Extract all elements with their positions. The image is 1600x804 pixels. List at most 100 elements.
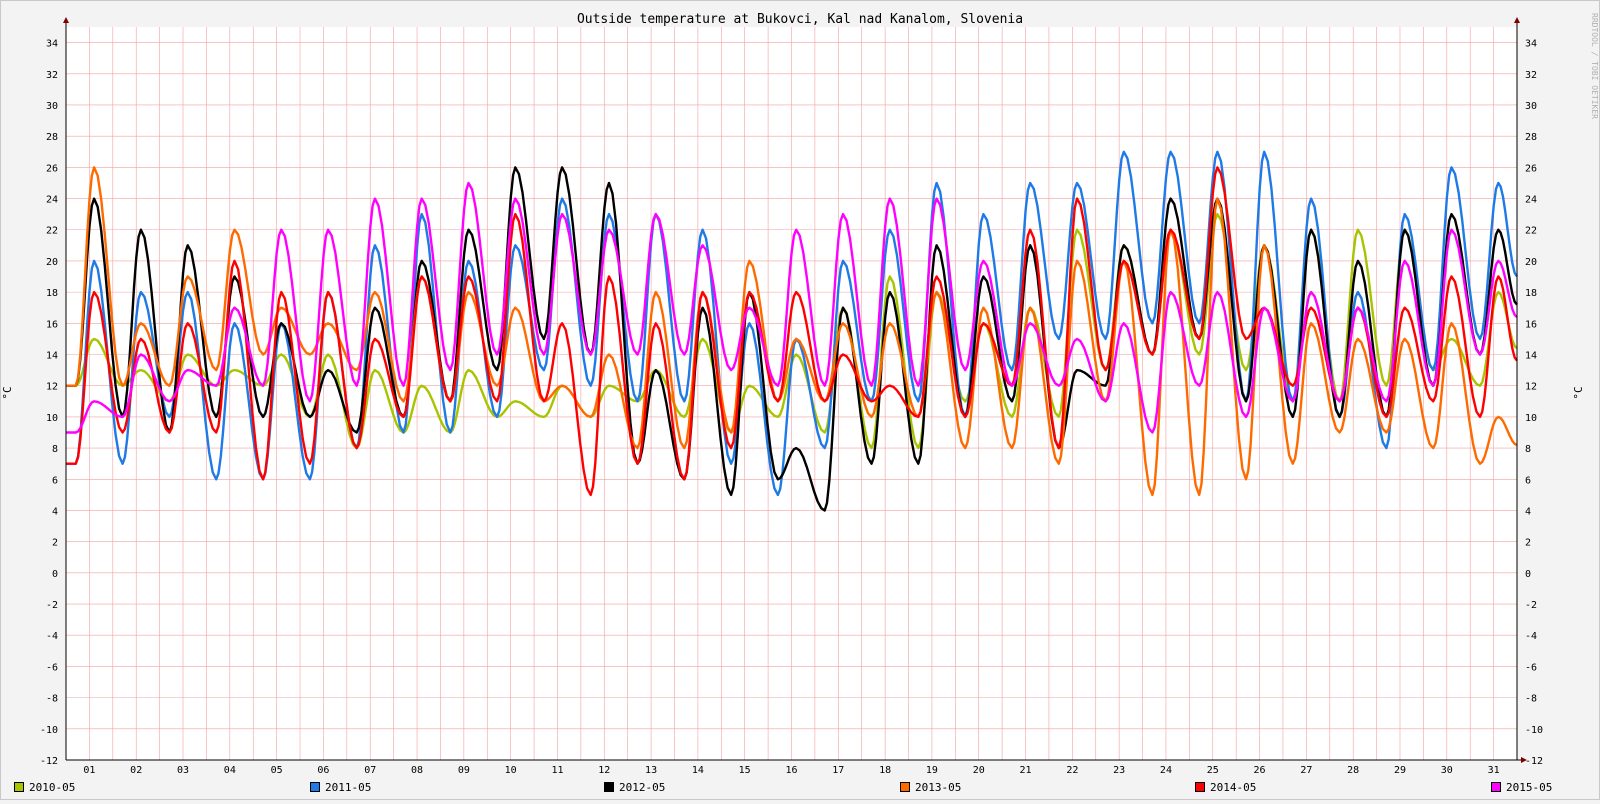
y-tick-label-left: -2: [46, 600, 58, 611]
y-tick-label-right: 24: [1525, 195, 1537, 206]
y-tick-label-left: 28: [46, 132, 58, 143]
y-tick-label-right: 4: [1525, 506, 1531, 517]
series-line-2015-05: [66, 181, 1518, 434]
y-tick-label-left: 20: [46, 257, 58, 268]
y-tick-label-left: 2: [52, 538, 58, 549]
y-tick-label-left: 0: [52, 569, 58, 580]
y-tick-label-right: -6: [1525, 662, 1537, 673]
y-tick-label-left: -10: [40, 725, 58, 736]
y-tick-label-right: 30: [1525, 101, 1537, 112]
y-tick-label-right: -10: [1525, 725, 1543, 736]
x-tick-label: 12: [598, 765, 610, 776]
y-tick-label-left: 18: [46, 288, 58, 299]
y-tick-label-left: 14: [46, 351, 58, 362]
legend-swatch: [1491, 782, 1501, 792]
x-tick-label: 09: [458, 765, 470, 776]
legend-swatch: [604, 782, 614, 792]
legend-swatch: [1195, 782, 1205, 792]
y-tick-label-right: 2: [1525, 538, 1531, 549]
legend-item: 2014-05: [1195, 780, 1256, 794]
legend-item: 2012-05: [604, 780, 665, 794]
series-line-2011-05: [66, 150, 1519, 497]
y-tick-label-right: 12: [1525, 382, 1537, 393]
legend-swatch: [900, 782, 910, 792]
y-tick-label-right: 18: [1525, 288, 1537, 299]
y-tick-label-left: 34: [46, 39, 58, 50]
y-tick-label-right: 8: [1525, 444, 1531, 455]
x-tick-label: 24: [1160, 765, 1172, 776]
x-tick-label: 02: [130, 765, 142, 776]
x-tick-label: 27: [1300, 765, 1312, 776]
y-tick-label-left: -12: [40, 756, 58, 767]
x-tick-label: 22: [1066, 765, 1078, 776]
watermark: RRDTOOL / TOBI OETIKER: [1590, 13, 1599, 119]
x-tick-label: 06: [317, 765, 329, 776]
x-tick-label: 10: [505, 765, 517, 776]
y-axis-label-left: °C: [1, 386, 14, 399]
y-tick-label-right: 22: [1525, 226, 1537, 237]
y-tick-label-left: 8: [52, 444, 58, 455]
x-tick-label: 28: [1347, 765, 1359, 776]
y-axis-label-right: °C: [1572, 386, 1585, 399]
y-tick-label-right: 26: [1525, 163, 1537, 174]
y-tick-label-left: 30: [46, 101, 58, 112]
legend-item: 2015-05: [1491, 780, 1552, 794]
y-tick-label-right: 28: [1525, 132, 1537, 143]
x-tick-label: 04: [224, 765, 236, 776]
y-tick-label-left: 22: [46, 226, 58, 237]
y-tick-label-right: -2: [1525, 600, 1537, 611]
legend-label: 2015-05: [1506, 780, 1553, 794]
x-tick-label: 21: [1020, 765, 1032, 776]
x-tick-label: 01: [83, 765, 95, 776]
y-tick-label-left: 6: [52, 475, 58, 486]
y-tick-label-right: 16: [1525, 319, 1537, 330]
legend-item: 2013-05: [900, 780, 961, 794]
y-tick-label-right: -12: [1525, 756, 1543, 767]
x-tick-label: 18: [879, 765, 891, 776]
y-tick-label-left: -4: [46, 631, 58, 642]
y-tick-label-left: 12: [46, 382, 58, 393]
x-tick-label: 14: [692, 765, 704, 776]
y-tick-label-right: 34: [1525, 39, 1537, 50]
y-tick-label-left: -8: [46, 694, 58, 705]
x-tick-label: 25: [1207, 765, 1219, 776]
x-tick-label: 07: [364, 765, 376, 776]
x-tick-label: 30: [1441, 765, 1453, 776]
y-tick-label-right: 6: [1525, 475, 1531, 486]
legend-swatch: [14, 782, 24, 792]
y-tick-label-left: 4: [52, 506, 58, 517]
x-axis-arrow: [1521, 757, 1527, 763]
legend-label: 2010-05: [29, 780, 76, 794]
x-tick-label: 13: [645, 765, 657, 776]
legend-label: 2014-05: [1210, 780, 1257, 794]
x-tick-label: 20: [973, 765, 985, 776]
y-axis-arrow-left: [63, 17, 69, 23]
legend-label: 2013-05: [915, 780, 962, 794]
legend-label: 2012-05: [619, 780, 666, 794]
y-axis-arrow-right: [1514, 17, 1520, 23]
x-tick-label: 05: [271, 765, 283, 776]
x-tick-label: 03: [177, 765, 189, 776]
x-tick-label: 26: [1254, 765, 1266, 776]
legend-item: 2011-05: [310, 780, 371, 794]
x-tick-label: 29: [1394, 765, 1406, 776]
x-tick-label: 19: [926, 765, 938, 776]
x-tick-label: 23: [1113, 765, 1125, 776]
x-tick-label: 08: [411, 765, 423, 776]
y-tick-label-left: -6: [46, 662, 58, 673]
y-tick-label-left: 32: [46, 70, 58, 81]
legend-label: 2011-05: [325, 780, 372, 794]
x-tick-label: 31: [1488, 765, 1500, 776]
y-tick-label-right: 10: [1525, 413, 1537, 424]
y-tick-label-right: 14: [1525, 351, 1537, 362]
y-tick-label-left: 10: [46, 413, 58, 424]
x-tick-label: 15: [739, 765, 751, 776]
y-tick-label-right: -8: [1525, 694, 1537, 705]
y-tick-label-right: -4: [1525, 631, 1537, 642]
chart-title: Outside temperature at Bukovci, Kal nad …: [577, 12, 1023, 27]
y-tick-label-right: 32: [1525, 70, 1537, 81]
x-tick-label: 17: [832, 765, 844, 776]
y-tick-label-left: 24: [46, 195, 58, 206]
